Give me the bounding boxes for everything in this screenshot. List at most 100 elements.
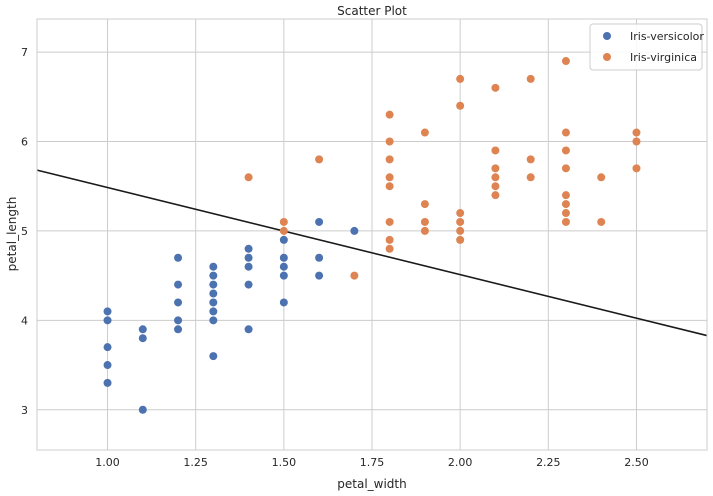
data-point bbox=[456, 226, 465, 235]
x-tick-label: 2.00 bbox=[448, 456, 473, 469]
y-tick-label: 3 bbox=[21, 404, 28, 417]
data-point bbox=[209, 262, 218, 271]
data-point bbox=[420, 226, 429, 235]
data-point bbox=[632, 137, 641, 146]
data-point bbox=[279, 217, 288, 226]
data-point bbox=[103, 343, 112, 352]
data-point bbox=[350, 226, 359, 235]
data-point bbox=[138, 334, 147, 343]
series-0 bbox=[103, 217, 359, 414]
data-point bbox=[244, 280, 253, 289]
data-point bbox=[561, 200, 570, 209]
series-1 bbox=[244, 57, 641, 280]
x-tick-label: 1.25 bbox=[183, 456, 208, 469]
y-tick-label: 6 bbox=[21, 136, 28, 149]
data-point bbox=[315, 155, 324, 164]
data-point bbox=[456, 74, 465, 83]
data-point bbox=[385, 182, 394, 191]
data-point bbox=[526, 155, 535, 164]
data-point bbox=[561, 128, 570, 137]
data-point bbox=[420, 128, 429, 137]
data-point bbox=[138, 405, 147, 414]
data-point bbox=[385, 244, 394, 253]
data-point bbox=[491, 191, 500, 200]
data-point bbox=[491, 182, 500, 191]
legend-marker-versicolor bbox=[603, 32, 611, 40]
fit-line-layer bbox=[36, 169, 708, 337]
data-point bbox=[561, 217, 570, 226]
data-point bbox=[420, 200, 429, 209]
data-point bbox=[561, 57, 570, 66]
legend: Iris-versicolor Iris-virginica bbox=[589, 23, 704, 71]
data-point bbox=[209, 316, 218, 325]
data-point bbox=[244, 325, 253, 334]
data-point bbox=[315, 217, 324, 226]
data-point bbox=[385, 217, 394, 226]
data-point bbox=[561, 209, 570, 218]
legend-marker-virginica bbox=[603, 53, 611, 61]
plot-frame bbox=[36, 18, 708, 451]
data-point bbox=[491, 83, 500, 92]
data-points bbox=[103, 57, 641, 414]
data-point bbox=[315, 271, 324, 280]
data-point bbox=[279, 226, 288, 235]
data-point bbox=[244, 244, 253, 253]
data-point bbox=[209, 280, 218, 289]
data-point bbox=[385, 137, 394, 146]
data-point bbox=[491, 164, 500, 173]
data-point bbox=[209, 307, 218, 316]
x-tick-label: 1.75 bbox=[360, 456, 385, 469]
data-point bbox=[279, 262, 288, 271]
data-point bbox=[597, 217, 606, 226]
data-point bbox=[526, 74, 535, 83]
data-point bbox=[279, 235, 288, 244]
data-point bbox=[385, 173, 394, 182]
x-tick-label: 2.25 bbox=[536, 456, 561, 469]
data-point bbox=[526, 173, 535, 182]
data-point bbox=[385, 110, 394, 119]
data-point bbox=[456, 209, 465, 218]
data-point bbox=[420, 217, 429, 226]
data-point bbox=[279, 298, 288, 307]
data-point bbox=[103, 316, 112, 325]
data-point bbox=[385, 235, 394, 244]
y-tick-label: 7 bbox=[21, 46, 28, 59]
data-point bbox=[103, 307, 112, 316]
y-tick-labels: 3 4 5 6 7 bbox=[21, 46, 28, 417]
x-tick-label: 1.50 bbox=[272, 456, 297, 469]
data-point bbox=[597, 173, 606, 182]
data-point bbox=[491, 146, 500, 155]
data-point bbox=[279, 253, 288, 262]
data-point bbox=[244, 173, 253, 182]
y-axis-label: petal_length bbox=[5, 197, 19, 272]
data-point bbox=[350, 271, 359, 280]
data-point bbox=[561, 164, 570, 173]
data-point bbox=[279, 271, 288, 280]
data-point bbox=[209, 289, 218, 298]
fit-line bbox=[36, 169, 708, 337]
data-point bbox=[209, 271, 218, 280]
chart-title: Scatter Plot bbox=[337, 4, 407, 18]
y-tick-label: 4 bbox=[21, 314, 28, 327]
data-point bbox=[561, 146, 570, 155]
legend-box bbox=[589, 23, 703, 71]
data-point bbox=[174, 298, 183, 307]
data-point bbox=[456, 235, 465, 244]
data-point bbox=[244, 253, 253, 262]
data-point bbox=[632, 128, 641, 137]
data-point bbox=[456, 101, 465, 110]
data-point bbox=[174, 325, 183, 334]
data-point bbox=[138, 325, 147, 334]
data-point bbox=[174, 253, 183, 262]
legend-label-virginica: Iris-virginica bbox=[630, 51, 697, 64]
data-point bbox=[632, 164, 641, 173]
data-point bbox=[315, 253, 324, 262]
x-axis-label: petal_width bbox=[337, 477, 406, 491]
y-tick-label: 5 bbox=[21, 225, 28, 238]
x-tick-labels: 1.00 1.25 1.50 1.75 2.00 2.25 2.50 bbox=[95, 456, 648, 469]
x-tick-label: 2.50 bbox=[624, 456, 649, 469]
data-point bbox=[174, 280, 183, 289]
data-point bbox=[174, 316, 183, 325]
data-point bbox=[244, 262, 253, 271]
data-point bbox=[209, 352, 218, 361]
